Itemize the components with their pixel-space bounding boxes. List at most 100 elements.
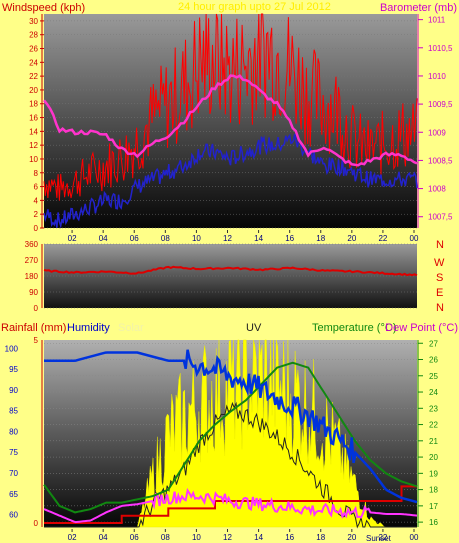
- compass-e: E: [436, 287, 443, 299]
- barometer-series-line: [43, 74, 418, 167]
- windspeed-axis-title: Windspeed (kph): [2, 2, 85, 14]
- temperature-series-line: [43, 361, 418, 514]
- temperature-series-group: [43, 339, 418, 529]
- wind-y-tick-label: 20: [29, 86, 38, 95]
- rain-y-tick-label: 5: [34, 336, 39, 345]
- baro-y-tick-label: 1008: [428, 185, 446, 194]
- compass-w: W: [434, 257, 445, 269]
- x-tick-label: 00: [410, 533, 419, 542]
- x-tick-label: 20: [347, 234, 356, 243]
- baro-y-tick-label: 1009: [428, 128, 446, 137]
- compass-n-bottom: N: [436, 302, 444, 314]
- humidity-y-tick-label: 65: [9, 490, 18, 499]
- direction-y-tick-label: 180: [25, 272, 39, 281]
- temperature-y-tick-label: 25: [429, 372, 438, 381]
- humidity-y-tick-label: 60: [9, 511, 18, 520]
- x-tick-label: 16: [285, 234, 294, 243]
- direction-y-tick-label: 360: [25, 240, 39, 249]
- wind-y-tick-label: 28: [29, 31, 38, 40]
- x-tick-label: 18: [316, 533, 325, 542]
- windspeed-series-line: [43, 13, 418, 201]
- temperature-y-tick-label: 17: [429, 502, 438, 511]
- direction-y-tick-label: 90: [29, 288, 38, 297]
- x-tick-label: 06: [130, 234, 139, 243]
- direction-axes: 0 90 180 270 360: [25, 240, 43, 313]
- temperature-y-tick-label: 26: [429, 356, 438, 365]
- humidity-axis-title: Humidity: [67, 322, 110, 334]
- temperature-y-tick-label: 18: [429, 486, 438, 495]
- rainfall-axis-title: Rainfall (mm): [1, 322, 66, 334]
- uv-series-line: [44, 401, 417, 529]
- wind-y-tick-label: 16: [29, 114, 38, 123]
- humidity-y-tick-label: 70: [9, 469, 18, 478]
- x-tick-label: 02: [68, 234, 77, 243]
- wind-y-tick-label: 30: [29, 17, 38, 26]
- barometer-axis-title: Barometer (mb): [380, 2, 457, 14]
- rain-y-tick-label: 0: [34, 519, 39, 528]
- wind-y-tick-label: 10: [29, 155, 38, 164]
- x-tick-label: 22: [378, 533, 387, 542]
- humidity-y-tick-label: 85: [9, 407, 18, 416]
- temperature-y-tick-label: 22: [429, 421, 438, 430]
- wind-y-tick-label: 24: [29, 58, 38, 67]
- temperature-y-tick-label: 20: [429, 453, 438, 462]
- x-tick-label: 12: [223, 234, 232, 243]
- wind-y-tick-label: 26: [29, 45, 38, 54]
- humidity-y-tick-label: 95: [9, 365, 18, 374]
- x-tick-label: 14: [254, 533, 263, 542]
- direction-y-tick-label: 0: [34, 304, 39, 313]
- wind-y-tick-label: 6: [34, 183, 39, 192]
- baro-y-tick-label: 1011: [428, 16, 446, 25]
- x-tick-label: 10: [192, 533, 201, 542]
- dewpoint-axis-title: Dew Point (°C): [385, 322, 458, 334]
- wind-y-tick-label: 22: [29, 72, 38, 81]
- temperature-y-tick-label: 21: [429, 437, 438, 446]
- sunset-label: Sunset: [366, 534, 392, 543]
- x-tick-label: 08: [161, 533, 170, 542]
- x-tick-label: 20: [347, 533, 356, 542]
- humidity-y-tick-label: 90: [9, 386, 18, 395]
- wind-y-tick-label: 8: [34, 169, 39, 178]
- dewpoint-series-line: [43, 487, 418, 524]
- solar-axis-title: Solar: [118, 322, 144, 334]
- wind-y-tick-label: 18: [29, 100, 38, 109]
- humidity-series-line: [44, 349, 418, 504]
- wind-direction-series-line: [43, 265, 418, 277]
- x-tick-label: 06: [130, 533, 139, 542]
- graph-date-title: 24 hour graph upto 27 Jul 2012: [178, 1, 331, 13]
- baro-y-tick-label: 1007,5: [428, 213, 453, 222]
- baro-y-tick-label: 1010,5: [428, 44, 453, 53]
- wind-y-tick-label: 2: [34, 210, 39, 219]
- compass-s: S: [436, 272, 443, 284]
- humidity-y-tick-label: 100: [5, 344, 19, 353]
- x-tick-label: 18: [316, 234, 325, 243]
- humidity-y-tick-label: 75: [9, 448, 18, 457]
- direction-y-tick-label: 270: [25, 256, 39, 265]
- gust-series-line: [43, 133, 418, 229]
- humidity-y-tick-label: 80: [9, 427, 18, 436]
- x-tick-label: 16: [285, 533, 294, 542]
- wind-y-tick-label: 14: [29, 127, 38, 136]
- wind-y-tick-label: 4: [34, 196, 39, 205]
- baro-y-tick-label: 1010: [428, 72, 446, 81]
- baro-y-tick-label: 1009,5: [428, 100, 453, 109]
- x-tick-label: 22: [378, 234, 387, 243]
- temperature-axes: 16 17 18 19 20 21 22 23 24 25 26 27 60 65 70 75 80 85 90 95…: [5, 336, 439, 542]
- x-tick-label: 12: [223, 533, 232, 542]
- baro-y-tick-label: 1008,5: [428, 156, 453, 165]
- temperature-y-tick-label: 19: [429, 469, 438, 478]
- x-tick-label: 14: [254, 234, 263, 243]
- x-tick-label: 08: [161, 234, 170, 243]
- temperature-y-tick-label: 16: [429, 518, 438, 527]
- wind-y-tick-label: 0: [34, 224, 39, 233]
- x-tick-label: 10: [192, 234, 201, 243]
- x-tick-label: 04: [99, 533, 108, 542]
- compass-n-top: N: [436, 239, 444, 251]
- x-tick-label: 02: [68, 533, 77, 542]
- direction-grid: [44, 243, 417, 309]
- temperature-y-tick-label: 27: [429, 339, 438, 348]
- temperature-axis-title: Temperature (°C): [312, 322, 396, 334]
- wind-y-tick-label: 12: [29, 141, 38, 150]
